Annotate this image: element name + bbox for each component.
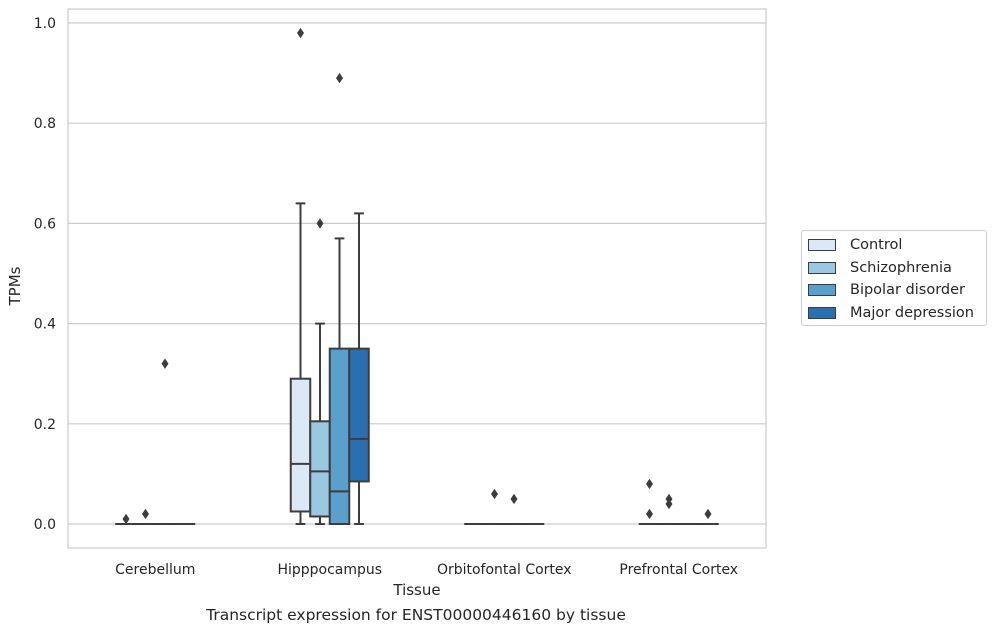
outlier-point [646,508,653,520]
x-tick-labels: Cerebellum Hipppocampus Orbitofontal Corte… [115,562,738,578]
x-tick-label: Orbitofontal Cortex [437,562,572,578]
y-tick-label: 0.8 [34,116,56,132]
box-iqr [348,347,370,483]
box-major-depression [348,212,370,525]
legend-label-bipolar-disorder: Bipolar disorder [850,282,965,298]
y-tick-label: 0.0 [34,517,56,533]
legend-item-schizophrenia: Schizophrenia [808,258,952,278]
y-tick-label: 0.6 [34,216,56,232]
outlier-point [297,27,304,39]
legend-swatch-control [808,239,836,251]
y-tick-label: 0.4 [34,317,56,333]
y-axis-label: TPMs [6,266,24,306]
box-iqr [309,420,331,518]
x-axis-label: Tissue [392,581,440,599]
chart-caption: Transcript expression for ENST0000044616… [206,606,626,624]
box-control [638,478,661,526]
outlier-point [510,493,518,505]
box-control [115,513,137,526]
y-tick-labels: 0.0 0.2 0.4 0.6 0.8 1.0 [34,16,56,533]
x-tick-label: Hipppocampus [277,562,382,578]
box-bipolar-disorder [328,72,351,525]
outlier-point [122,513,130,525]
box-schizophrenia [309,218,331,525]
box-bipolar-disorder [154,358,176,526]
x-tick-label: Cerebellum [115,562,195,578]
box-iqr [328,347,351,525]
grid-lines [68,22,766,525]
x-tick-label: Prefrontal Cortex [619,562,738,578]
y-tick-label: 0.2 [34,417,56,433]
outlier-point [161,358,169,369]
legend-item-control: Control [808,235,902,255]
legend-swatch-bipolar-disorder [808,284,836,296]
outlier-point [316,218,324,229]
box-bipolar-disorder [503,493,525,526]
outlier-point [336,72,343,84]
legend-label-schizophrenia: Schizophrenia [850,260,952,276]
outlier-point [704,508,712,520]
legend-swatch-major-depression [808,307,836,319]
plot-frame [67,8,767,549]
legend-item-bipolar-disorder: Bipolar disorder [808,280,965,300]
box-control [289,27,312,525]
box-schizophrenia [483,488,506,526]
box-plot-series [115,27,719,526]
box-schizophrenia [134,508,157,526]
outlier-point [646,478,653,490]
y-tick-label: 1.0 [34,16,56,32]
legend-label-control: Control [850,237,903,253]
outlier-point [142,508,149,520]
box-schizophrenia [658,493,680,526]
outlier-point [491,488,498,500]
box-major-depression [697,508,719,526]
outlier-point [665,498,673,510]
legend-label-major-depression: Major depression [850,305,974,321]
legend-item-major-depression: Major depression [808,303,974,323]
box-iqr [289,377,312,513]
legend-swatch-schizophrenia [808,262,836,274]
legend: Control Schizophrenia Bipolar disorder M… [801,230,987,326]
